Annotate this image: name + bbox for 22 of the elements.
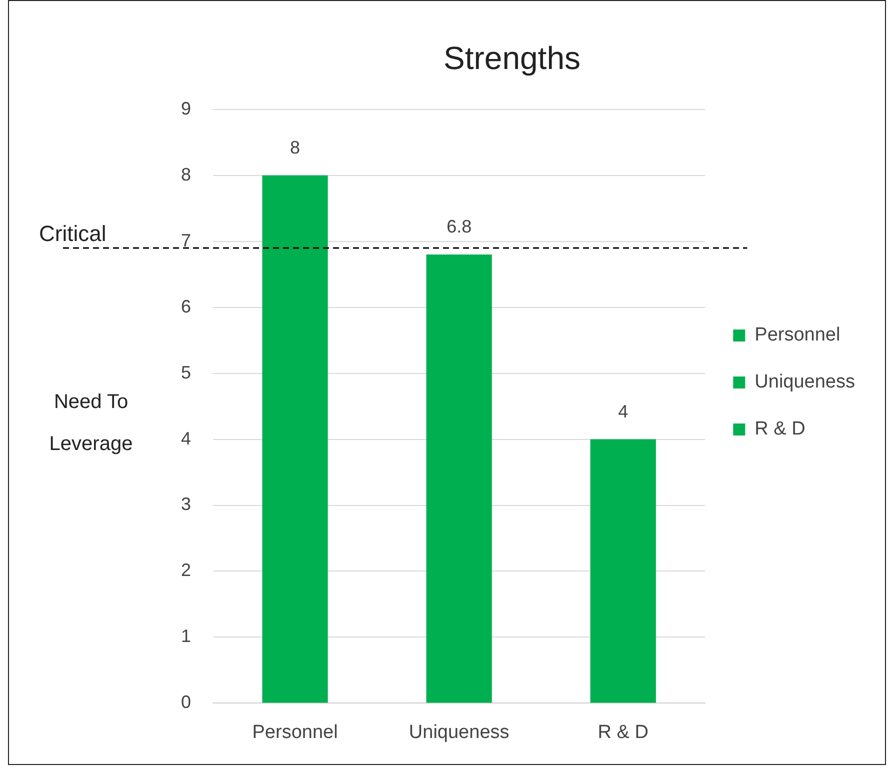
y-tick-label: 9 (180, 98, 192, 118)
y-tick-label: 4 (180, 428, 192, 448)
text: Need To Leverage (49, 390, 133, 455)
y-tick-label: 2 (180, 560, 192, 580)
legend-label: Personnel (754, 324, 840, 346)
legend-label: R & D (754, 418, 806, 440)
y-tick-label: 3 (180, 494, 192, 514)
data-label: 4 (618, 401, 628, 422)
chart-title: Strengths (444, 40, 580, 76)
y-tick-label: 7 (180, 230, 192, 250)
x-tick-label: R & D (598, 722, 648, 743)
x-tick-label: Uniqueness (408, 722, 510, 743)
y-tick-label: 1 (180, 626, 192, 646)
y-tick-label: 5 (180, 362, 192, 382)
data-label: 6.8 (446, 216, 472, 237)
x-tick-label: Personnel (252, 722, 338, 743)
ref-line-label: Critical (39, 221, 106, 246)
y-tick-label: 8 (180, 164, 192, 184)
legend-label: Uniqueness (754, 372, 855, 393)
y-tick-label: 0 (180, 692, 192, 712)
data-label: 8 (290, 137, 300, 158)
y-tick-label: 6 (180, 296, 192, 316)
